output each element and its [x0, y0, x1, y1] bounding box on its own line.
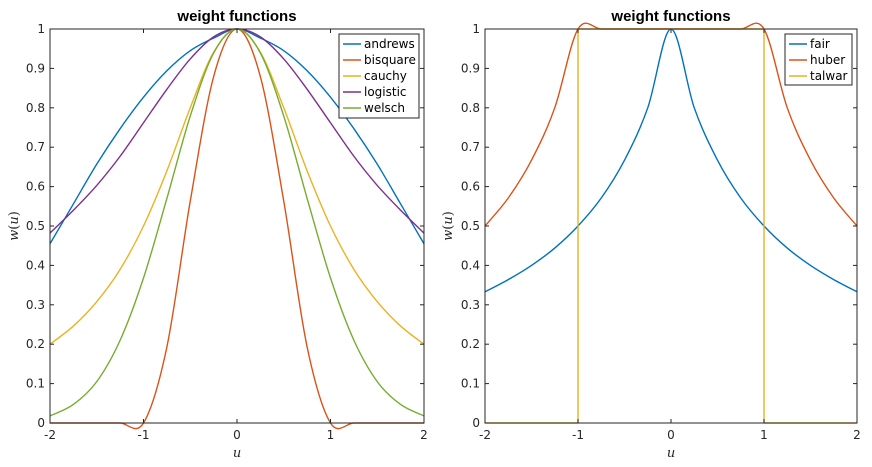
x-tick-label: 0 [233, 428, 241, 442]
y-tick-label: 1 [37, 22, 45, 36]
y-tick-label: 0.5 [26, 219, 45, 233]
x-tick-label: -1 [138, 428, 150, 442]
chart-right: weight functions -2 -1 0 1 2 0 0.1 0.2 0.3 0.4 0.5… [441, 8, 861, 461]
y-tick-label: 0.1 [26, 377, 45, 391]
y-tick-label: 0.2 [26, 337, 45, 351]
y-tick-label: 0.9 [26, 61, 45, 75]
y-tick-label: 0.2 [461, 337, 480, 351]
x-tick-label: -2 [44, 428, 56, 442]
legend: fair huber talwar [784, 33, 853, 86]
legend-label-bisquare: bisquare [364, 53, 416, 67]
legend-label-fair: fair [810, 37, 830, 51]
y-tick-label: 0.1 [461, 377, 480, 391]
y-tick-label: 0 [472, 416, 480, 430]
x-tick-label: 2 [420, 428, 428, 442]
legend-label-talwar: talwar [810, 69, 848, 83]
x-tick-label: 1 [760, 428, 768, 442]
y-tick-label: 0.3 [461, 298, 480, 312]
y-tick-label: 0.9 [461, 61, 480, 75]
y-tick-label: 0.8 [26, 101, 45, 115]
x-axis-label: u [233, 446, 241, 461]
chart-title: weight functions [176, 8, 296, 25]
legend-label-cauchy: cauchy [364, 69, 407, 83]
y-tick-label: 0.7 [26, 140, 45, 154]
y-tick-label: 0.6 [461, 180, 480, 194]
x-tick-label: -2 [479, 428, 491, 442]
y-axis-label: w(u) [7, 211, 22, 241]
legend-label-logistic: logistic [364, 85, 407, 99]
y-tick-label: 1 [472, 22, 480, 36]
y-tick-label: 0.6 [26, 180, 45, 194]
tick-layer: -2 -1 0 1 2 0 0.1 0.2 0.3 0.4 0.5 0.6 0.7 0.8 0.9 1 [461, 22, 861, 442]
chart-title: weight functions [610, 8, 730, 25]
y-tick-label: 0.4 [26, 258, 45, 272]
legend: andrews bisquare cauchy logistic welsch [338, 33, 420, 119]
y-tick-label: 0 [37, 416, 45, 430]
legend-label-andrews: andrews [364, 37, 415, 51]
chart-left: weight functions -2 -1 0 1 2 0 0.1 0.2 0.3 0.4 0.5… [7, 8, 428, 461]
x-tick-label: 0 [667, 428, 675, 442]
legend-label-welsch: welsch [364, 101, 405, 115]
legend-label-huber: huber [810, 53, 845, 67]
y-tick-label: 0.3 [26, 298, 45, 312]
x-axis-label: u [667, 446, 675, 461]
tick-layer: -2 -1 0 1 2 0 0.1 0.2 0.3 0.4 0.5 0.6 0.7 0.8 0.9 1 [26, 22, 428, 442]
plot-area [485, 29, 857, 423]
x-tick-label: -1 [572, 428, 584, 442]
y-axis-label: w(u) [441, 211, 456, 241]
y-tick-label: 0.7 [461, 140, 480, 154]
x-tick-label: 1 [327, 428, 335, 442]
y-tick-label: 0.8 [461, 101, 480, 115]
y-tick-label: 0.5 [461, 219, 480, 233]
y-tick-label: 0.4 [461, 258, 480, 272]
x-tick-label: 2 [853, 428, 861, 442]
